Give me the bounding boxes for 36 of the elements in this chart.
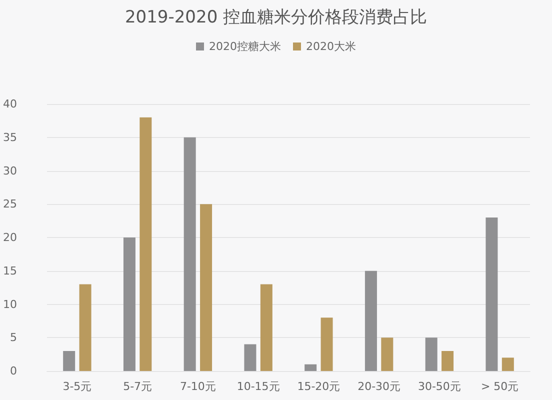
legend-label: 2020大米: [306, 40, 356, 53]
y-tick-label: 30: [2, 164, 17, 178]
x-tick-label: 10-15元: [236, 380, 280, 393]
x-tick-label: 5-7元: [123, 380, 152, 393]
bar: [486, 217, 498, 371]
bar: [260, 284, 272, 371]
legend-label: 2020控糖大米: [209, 40, 282, 53]
y-tick-label: 10: [2, 298, 17, 311]
bar: [381, 338, 394, 371]
bar: [320, 318, 333, 371]
y-tick-label: 20: [2, 231, 17, 244]
bar: [123, 238, 136, 371]
bar: [502, 358, 514, 371]
x-tick-label: 30-50元: [418, 380, 461, 393]
bar: [79, 284, 92, 371]
bar: [304, 364, 317, 371]
bar: [200, 204, 212, 371]
bar: [140, 117, 152, 371]
bar: [63, 350, 76, 371]
x-tick-label: 20-30元: [358, 380, 401, 393]
y-tick-label: 15: [2, 264, 17, 278]
y-tick-label: 25: [2, 198, 17, 211]
chart-title: 2019-2020 控血糖米分价格段消费占比: [124, 8, 428, 28]
y-tick-label: 5: [10, 331, 17, 344]
x-tick-label: 7-10元: [180, 380, 216, 393]
bar: [442, 350, 454, 371]
y-tick-label: 35: [2, 130, 17, 144]
bar: [244, 344, 256, 371]
x-tick-label: 3-5元: [62, 380, 92, 393]
y-tick-label: 40: [2, 98, 17, 110]
x-tick-label: > 50元: [480, 380, 519, 393]
bar: [364, 270, 377, 371]
x-tick-label: 15-20元: [297, 380, 340, 393]
bar: [425, 338, 438, 371]
bar: [184, 137, 196, 371]
y-tick-label: 0: [10, 364, 17, 378]
